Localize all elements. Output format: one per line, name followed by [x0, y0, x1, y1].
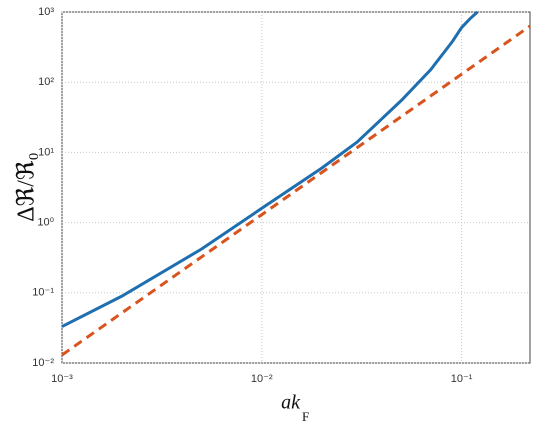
y-tick-label: 10⁰	[37, 217, 54, 229]
y-tick-label: 10⁻²	[32, 357, 54, 369]
x-tick-label: 10⁻¹	[451, 373, 473, 385]
x-axis-label: ak	[281, 392, 301, 414]
plot-frame	[61, 11, 531, 364]
line-series	[61, 24, 531, 357]
line-series	[61, 10, 479, 328]
x-tick-label: 10⁻²	[251, 373, 273, 385]
y-tick-label: 10¹	[38, 146, 54, 158]
y-tick-label: 10⁻¹	[32, 287, 54, 299]
y-tick-label: 10²	[38, 76, 54, 88]
x-axis-label-subscript: F	[302, 409, 309, 424]
y-tick-label: 10³	[38, 6, 54, 18]
y-axis-label: Δℜ/ℜ₀	[14, 152, 40, 222]
x-tick-label: 10⁻³	[51, 373, 73, 385]
